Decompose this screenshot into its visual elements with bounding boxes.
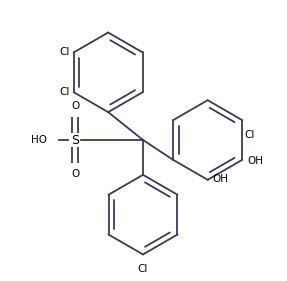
Text: S: S xyxy=(71,133,79,146)
Text: Cl: Cl xyxy=(138,264,148,274)
Text: HO: HO xyxy=(32,135,47,145)
Text: OH: OH xyxy=(213,174,229,184)
Text: O: O xyxy=(71,169,79,179)
Text: OH: OH xyxy=(247,156,263,166)
Text: O: O xyxy=(71,101,79,111)
Text: Cl: Cl xyxy=(244,130,255,140)
Text: Cl: Cl xyxy=(59,47,70,57)
Text: Cl: Cl xyxy=(59,87,70,97)
